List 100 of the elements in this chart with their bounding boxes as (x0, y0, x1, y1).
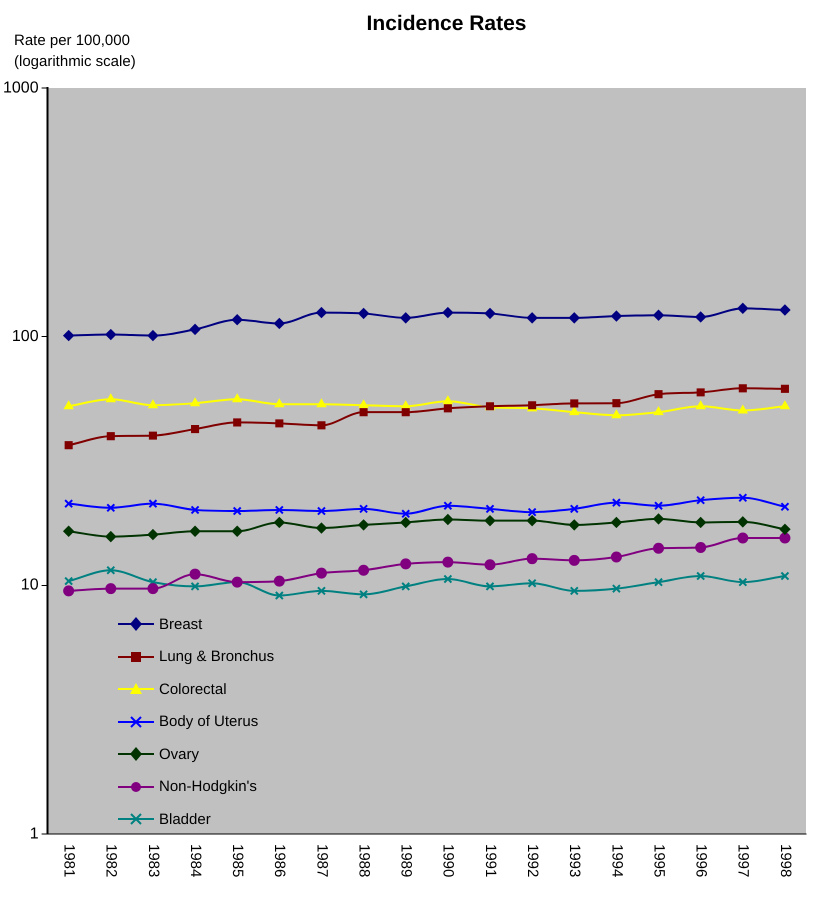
point (358, 519, 370, 530)
x-tick-label: 1990 (440, 844, 457, 878)
point (148, 400, 158, 408)
point (526, 312, 538, 324)
point (274, 398, 284, 408)
x-tick-label: 1992 (524, 844, 541, 878)
point (696, 400, 706, 410)
x-tick-label: 1986 (271, 844, 288, 878)
point (190, 526, 201, 537)
point (612, 410, 622, 418)
point (653, 542, 664, 554)
point (274, 516, 285, 528)
x-tick-label: 1996 (692, 844, 710, 878)
legend-label: Non-Hodgkin's (159, 778, 257, 796)
point (695, 542, 706, 553)
point (400, 558, 412, 570)
point (148, 499, 158, 508)
point (442, 556, 454, 568)
point (147, 529, 158, 540)
point (526, 553, 538, 564)
legend-label: Colorectal (159, 680, 227, 698)
point (443, 501, 452, 510)
x-tick-label: 1991 (482, 844, 499, 878)
point (106, 503, 116, 512)
point (612, 399, 620, 408)
y-tick-label: 1 (30, 825, 39, 842)
y-tick-label: 100 (12, 328, 39, 346)
point (570, 504, 579, 514)
point (737, 532, 748, 544)
point (568, 312, 580, 324)
point (654, 578, 664, 587)
point (64, 576, 74, 586)
point (696, 571, 706, 581)
point (317, 421, 326, 430)
point (780, 502, 790, 512)
x-tick-label: 1982 (102, 844, 120, 878)
point (610, 552, 622, 562)
point (316, 506, 326, 516)
x-tick-label: 1989 (398, 844, 415, 878)
point (779, 524, 790, 535)
x-tick-label: 1987 (313, 844, 330, 878)
point (484, 308, 496, 319)
point (316, 586, 326, 596)
point (63, 330, 74, 342)
point (738, 404, 748, 414)
point (105, 583, 116, 594)
point (105, 329, 116, 340)
point (443, 396, 453, 404)
legend-label: Bladder (159, 810, 211, 828)
point (316, 398, 326, 408)
point (232, 314, 243, 326)
point (106, 394, 116, 402)
point (401, 509, 410, 518)
point (654, 406, 664, 416)
point (695, 516, 706, 528)
point (190, 505, 200, 514)
point (654, 501, 664, 510)
legend-label: Ovary (159, 746, 200, 763)
point (358, 400, 368, 408)
x-tick-label: 1984 (186, 844, 204, 878)
point (737, 302, 748, 314)
point (400, 312, 412, 324)
x-tick-label: 1993 (566, 844, 584, 878)
point (610, 516, 622, 528)
point (485, 504, 495, 514)
point (695, 311, 706, 322)
point (359, 504, 368, 514)
point (64, 441, 73, 450)
point (63, 585, 74, 596)
point (568, 519, 580, 530)
point (443, 574, 452, 584)
point (360, 408, 368, 416)
point (738, 578, 748, 587)
point (106, 432, 115, 440)
point (780, 571, 790, 581)
point (610, 310, 622, 322)
point (274, 576, 285, 587)
point (612, 584, 621, 594)
point (232, 526, 243, 537)
point (738, 493, 748, 502)
point (232, 506, 242, 516)
point (148, 432, 157, 440)
point (400, 516, 412, 528)
point (316, 568, 327, 579)
point (64, 400, 74, 410)
chart-title: Incidence Rates (366, 12, 526, 35)
y-tick-label: 10 (20, 576, 39, 594)
point (737, 516, 748, 528)
point (528, 508, 537, 517)
point (526, 515, 538, 526)
point (274, 505, 284, 514)
point (147, 583, 158, 594)
point (105, 531, 116, 542)
point (232, 394, 242, 402)
x-tick-label: 1995 (650, 844, 668, 878)
x-tick-label: 1997 (734, 844, 752, 878)
point (696, 388, 705, 396)
y-axis-title: Rate per 100,000 (logarithmic scale) (14, 31, 136, 72)
x-tick-label: 1985 (229, 844, 246, 878)
point (359, 590, 368, 599)
